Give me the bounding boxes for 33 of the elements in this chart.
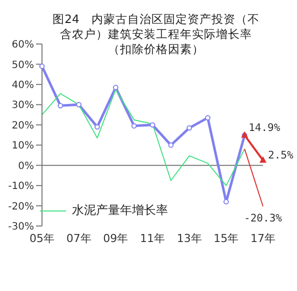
point xyxy=(205,115,210,121)
point xyxy=(58,102,64,108)
point xyxy=(76,102,82,108)
y-tick-label: 0% xyxy=(18,160,34,172)
y-tick-label: -20% xyxy=(8,201,34,212)
x-tick-label: 15年 xyxy=(214,232,239,245)
y-tick-label: 50% xyxy=(12,60,34,71)
point xyxy=(112,84,118,90)
point xyxy=(150,122,156,128)
x-tick-label: 07年 xyxy=(66,232,92,245)
y-tick-label: 10% xyxy=(12,140,34,152)
y-tick-label: 60% xyxy=(12,40,34,51)
y-tick-label: -10% xyxy=(8,181,34,192)
y-tick-label: 40% xyxy=(12,80,34,91)
chart-title: 图24 内蒙古自治区固定资产投资（不含农户）建筑安装工程年实际增长率（扣除价格因素） xyxy=(52,12,260,57)
point xyxy=(168,142,174,148)
x-tick-label: 17年 xyxy=(250,232,276,245)
x-tick-label: 09年 xyxy=(103,232,128,245)
x-tick-label: 05年 xyxy=(30,232,54,245)
data-label: -20.3% xyxy=(244,212,283,224)
point xyxy=(39,64,45,69)
x-tick-label: 11年 xyxy=(140,232,165,245)
y-tick-label: 30% xyxy=(12,100,34,112)
point xyxy=(186,125,192,131)
point xyxy=(131,123,137,129)
y-tick-label: -30% xyxy=(8,222,34,233)
point xyxy=(223,199,229,204)
point xyxy=(94,124,100,130)
data-label: 2.5% xyxy=(268,149,294,162)
data-label: 14.9% xyxy=(248,122,281,134)
y-tick-label: 20% xyxy=(12,120,34,132)
legend-label: 水泥产量年增长率 xyxy=(72,202,168,219)
x-tick-label: 13年 xyxy=(176,232,202,245)
